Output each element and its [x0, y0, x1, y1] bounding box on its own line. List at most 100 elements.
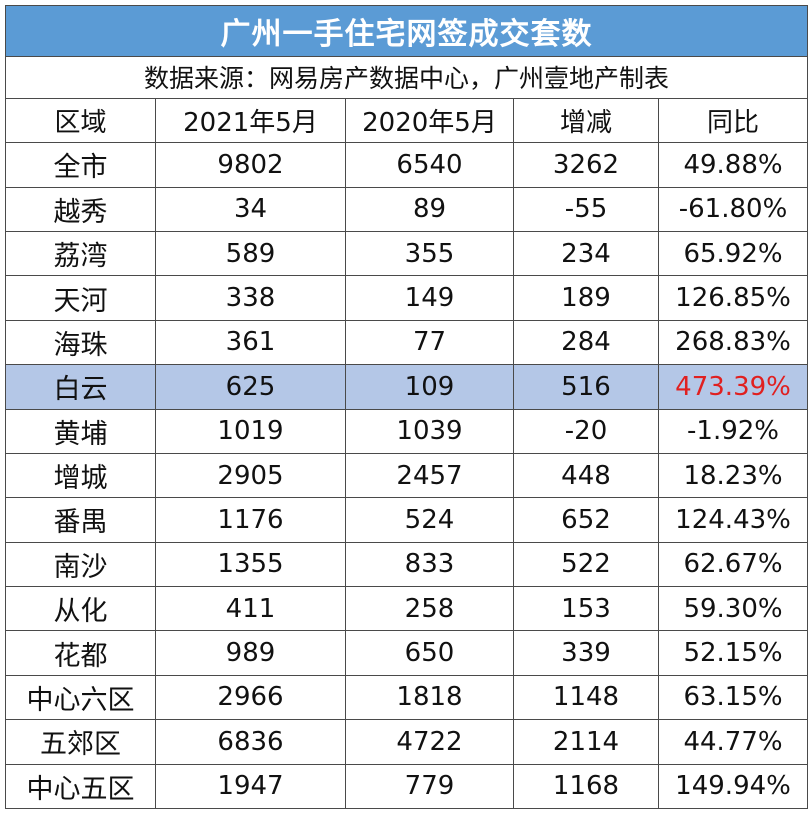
- table-row: 中心六区 2966 1818 1148 63.15%: [5, 674, 809, 721]
- change-cell: 2114: [513, 719, 659, 765]
- may-2021-cell: 625: [155, 364, 346, 410]
- may-2020-cell: 355: [345, 230, 514, 277]
- change-cell: -20: [513, 408, 659, 454]
- yoy-cell: -61.80%: [657, 186, 809, 233]
- table-row: 花都 989 650 339 52.15%: [5, 630, 809, 676]
- may-2020-cell: 258: [345, 585, 514, 632]
- yoy-cell: 62.67%: [657, 541, 809, 588]
- may-2021-cell: 1019: [155, 408, 346, 454]
- header-yoy: 同比: [657, 97, 809, 144]
- region-cell: 天河: [5, 275, 156, 321]
- change-cell: 448: [513, 452, 659, 499]
- change-cell: 522: [513, 541, 659, 588]
- header-change: 增减: [513, 97, 659, 144]
- yoy-cell: 268.83%: [657, 319, 809, 366]
- may-2021-cell: 1176: [155, 497, 346, 543]
- may-2021-cell: 589: [155, 230, 346, 277]
- yoy-cell: 65.92%: [657, 230, 809, 277]
- may-2021-cell: 338: [155, 275, 346, 321]
- change-cell: 1168: [513, 763, 659, 809]
- data-source-note: 数据来源：网易房产数据中心，广州壹地产制表: [4, 55, 809, 99]
- region-cell: 白云: [5, 364, 156, 410]
- may-2021-cell: 2905: [155, 452, 346, 499]
- may-2021-cell: 1355: [155, 541, 346, 588]
- table-row: 越秀 34 89 -55 -61.80%: [5, 186, 809, 233]
- yoy-cell: 44.77%: [657, 719, 809, 765]
- may-2020-cell: 2457: [345, 452, 514, 499]
- region-cell: 全市: [5, 142, 156, 188]
- yoy-cell: 18.23%: [657, 452, 809, 499]
- region-cell: 南沙: [5, 541, 156, 588]
- may-2020-cell: 1818: [345, 674, 514, 721]
- table-row: 番禺 1176 524 652 124.43%: [5, 497, 809, 543]
- may-2020-cell: 833: [345, 541, 514, 588]
- table-row: 中心五区 1947 779 1168 149.94%: [5, 763, 809, 809]
- yoy-cell: 52.15%: [657, 630, 809, 676]
- table-row: 天河 338 149 189 126.85%: [5, 275, 809, 321]
- may-2020-cell: 6540: [345, 142, 514, 188]
- table-row: 增城 2905 2457 448 18.23%: [5, 452, 809, 499]
- region-cell: 荔湾: [5, 230, 156, 277]
- may-2020-cell: 89: [345, 186, 514, 233]
- may-2021-cell: 2966: [155, 674, 346, 721]
- yoy-cell: -1.92%: [657, 408, 809, 454]
- change-cell: 234: [513, 230, 659, 277]
- yoy-cell: 63.15%: [657, 674, 809, 721]
- may-2020-cell: 109: [345, 364, 514, 410]
- region-cell: 中心五区: [5, 763, 156, 809]
- may-2020-cell: 4722: [345, 719, 514, 765]
- may-2021-cell: 6836: [155, 719, 346, 765]
- may-2021-cell: 9802: [155, 142, 346, 188]
- change-cell: 652: [513, 497, 659, 543]
- region-cell: 中心六区: [5, 674, 156, 721]
- yoy-cell: 149.94%: [657, 763, 809, 809]
- table-row: 五郊区 6836 4722 2114 44.77%: [5, 719, 809, 765]
- source-row: 数据来源：网易房产数据中心，广州壹地产制表: [4, 55, 809, 99]
- region-cell: 增城: [5, 452, 156, 499]
- region-cell: 黄埔: [5, 408, 156, 454]
- table-row: 黄埔 1019 1039 -20 -1.92%: [5, 408, 809, 454]
- table-row: 海珠 361 77 284 268.83%: [5, 319, 809, 366]
- table-row: 全市 9802 6540 3262 49.88%: [5, 142, 809, 188]
- table-row: 从化 411 258 153 59.30%: [5, 585, 809, 632]
- change-cell: 1148: [513, 674, 659, 721]
- change-cell: 189: [513, 275, 659, 321]
- change-cell: 516: [513, 364, 659, 410]
- header-row: 区域 2021年5月 2020年5月 增减 同比: [5, 97, 809, 144]
- change-cell: 153: [513, 585, 659, 632]
- may-2021-cell: 34: [155, 186, 346, 233]
- header-may-2021: 2021年5月: [155, 97, 346, 144]
- may-2021-cell: 1947: [155, 763, 346, 809]
- may-2021-cell: 361: [155, 319, 346, 366]
- table-title: 广州一手住宅网签成交套数: [4, 5, 809, 57]
- may-2020-cell: 1039: [345, 408, 514, 454]
- table-row: 荔湾 589 355 234 65.92%: [5, 230, 809, 277]
- yoy-cell: 473.39%: [657, 364, 809, 410]
- yoy-cell: 59.30%: [657, 585, 809, 632]
- header-region: 区域: [5, 97, 156, 144]
- may-2020-cell: 779: [345, 763, 514, 809]
- yoy-cell: 126.85%: [657, 275, 809, 321]
- region-cell: 番禺: [5, 497, 156, 543]
- table-row: 白云 625 109 516 473.39%: [5, 364, 809, 410]
- table-row: 南沙 1355 833 522 62.67%: [5, 541, 809, 588]
- region-cell: 从化: [5, 585, 156, 632]
- may-2020-cell: 650: [345, 630, 514, 676]
- yoy-cell: 124.43%: [657, 497, 809, 543]
- change-cell: -55: [513, 186, 659, 233]
- data-table: 广州一手住宅网签成交套数 数据来源：网易房产数据中心，广州壹地产制表 区域 20…: [4, 5, 809, 809]
- region-cell: 海珠: [5, 319, 156, 366]
- change-cell: 3262: [513, 142, 659, 188]
- may-2021-cell: 989: [155, 630, 346, 676]
- region-cell: 花都: [5, 630, 156, 676]
- may-2020-cell: 524: [345, 497, 514, 543]
- title-row: 广州一手住宅网签成交套数: [4, 5, 809, 57]
- change-cell: 339: [513, 630, 659, 676]
- may-2021-cell: 411: [155, 585, 346, 632]
- yoy-cell: 49.88%: [657, 142, 809, 188]
- change-cell: 284: [513, 319, 659, 366]
- may-2020-cell: 149: [345, 275, 514, 321]
- may-2020-cell: 77: [345, 319, 514, 366]
- header-may-2020: 2020年5月: [345, 97, 514, 144]
- region-cell: 五郊区: [5, 719, 156, 765]
